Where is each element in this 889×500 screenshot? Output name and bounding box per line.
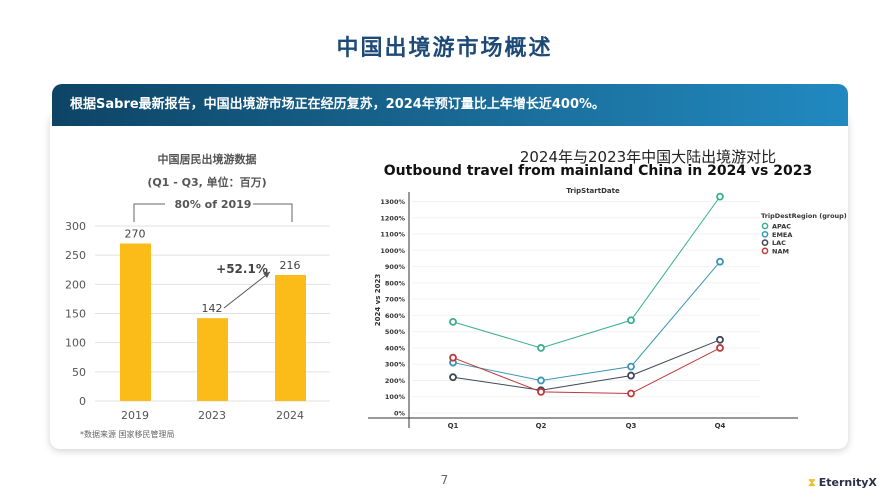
y-tick-label: 900% xyxy=(385,263,406,271)
legend-label: EMEA xyxy=(772,231,792,239)
y-tick-label: 500% xyxy=(385,328,406,336)
point-NAM-Q4 xyxy=(716,344,724,352)
point-EMEA-Q2 xyxy=(537,376,545,385)
legend-marker-APAC xyxy=(761,222,769,230)
legend-marker-LAC xyxy=(761,239,769,246)
bar-chart-subtitle: (Q1 - Q3, 单位：百万) xyxy=(147,175,266,189)
bracket-annotation: 80% of 2019 xyxy=(175,198,252,211)
bar-2019 xyxy=(120,243,151,401)
point-EMEA-Q3 xyxy=(627,362,635,371)
slide-title: 中国出境游市场概述 xyxy=(336,36,553,61)
legend-label: APAC xyxy=(772,223,791,231)
legend-marker-NAM xyxy=(761,247,769,255)
y-tick-label: 200% xyxy=(385,377,406,385)
point-NAM-Q2 xyxy=(537,387,545,396)
y-tick-label: 250 xyxy=(65,249,86,262)
hourglass-icon: ⧗ xyxy=(808,476,816,489)
summary-banner: 根据Sabre最新报告，中国出境游市场正在经历复苏，2024年预订量比上年增长近… xyxy=(52,84,848,126)
y-tick-label: 150 xyxy=(65,308,86,321)
y-tick-label: 200 xyxy=(65,278,86,291)
legend-marker-EMEA xyxy=(761,230,769,238)
bar-2024 xyxy=(275,275,306,401)
series-line-LAC xyxy=(452,339,721,391)
point-LAC-Q3 xyxy=(627,371,635,380)
point-APAC-Q2 xyxy=(537,344,545,352)
point-APAC-Q1 xyxy=(449,317,457,326)
y-tick-label: 600% xyxy=(385,312,406,320)
y-tick-label: 700% xyxy=(385,296,406,304)
bar-data-label: 216 xyxy=(280,259,301,272)
page-number: 7 xyxy=(440,473,449,487)
legend-label: LAC xyxy=(772,239,786,247)
line-chart-title: 2024年与2023年中国大陆出境游对比 xyxy=(520,148,776,166)
bar-data-label: 142 xyxy=(202,302,223,315)
series-line-NAM xyxy=(452,347,721,394)
y-tick-label: 100 xyxy=(65,337,86,350)
series-line-APAC xyxy=(452,196,721,349)
y-tick-label: 0 xyxy=(79,395,86,408)
point-LAC-Q4 xyxy=(716,335,724,344)
point-EMEA-Q4 xyxy=(716,257,724,266)
point-APAC-Q3 xyxy=(627,316,635,325)
growth-annotation: +52.1% xyxy=(216,262,268,276)
point-NAM-Q3 xyxy=(627,389,635,398)
y-tick-label: 1000% xyxy=(380,247,405,255)
x-tick-label: Q1 xyxy=(448,422,459,430)
y-tick-label: 400% xyxy=(385,344,406,352)
y-axis-title: 2024 vs 2023 xyxy=(374,274,382,327)
growth-arrow xyxy=(223,271,271,309)
bar-data-label: 270 xyxy=(125,228,146,241)
bracket-line xyxy=(133,203,293,222)
content-card xyxy=(50,112,848,449)
y-tick-label: 800% xyxy=(385,279,406,287)
x-tick-label: 2019 xyxy=(121,409,149,422)
point-NAM-Q1 xyxy=(449,353,457,362)
logo-text: EternityX xyxy=(818,476,877,489)
point-LAC-Q1 xyxy=(449,373,457,382)
x-tick-label: 2023 xyxy=(198,409,226,422)
x-tick-label: Q2 xyxy=(536,422,547,430)
bar-2023 xyxy=(197,318,228,401)
y-tick-label: 50 xyxy=(72,366,86,379)
y-tick-label: 300% xyxy=(385,361,406,369)
x-tick-label: 2024 xyxy=(276,409,304,422)
x-tick-label: Q4 xyxy=(715,422,726,430)
y-tick-label: 1300% xyxy=(380,198,405,206)
source-note: *数据来源 国家移民管理局 xyxy=(80,429,175,439)
y-tick-label: 1200% xyxy=(380,214,405,222)
legend-label: NAM xyxy=(772,247,789,255)
point-APAC-Q4 xyxy=(716,192,724,201)
y-tick-label: 0% xyxy=(394,410,406,418)
arrowhead-icon xyxy=(263,272,270,278)
y-tick-label: 100% xyxy=(385,393,406,401)
x-tick-label: Q3 xyxy=(626,422,637,430)
brand-logo: ⧗ EternityX xyxy=(808,476,877,490)
series-line-EMEA xyxy=(452,261,721,381)
x-axis-title: TripStartDate xyxy=(566,187,620,195)
y-tick-label: 1100% xyxy=(380,231,405,239)
bar-chart-title: 中国居民出境游数据 xyxy=(158,152,257,166)
line-chart-subtitle: Outbound travel from mainland China in 2… xyxy=(384,163,812,179)
legend-title: TripDestRegion (group) xyxy=(761,212,847,220)
y-tick-label: 300 xyxy=(65,220,86,233)
